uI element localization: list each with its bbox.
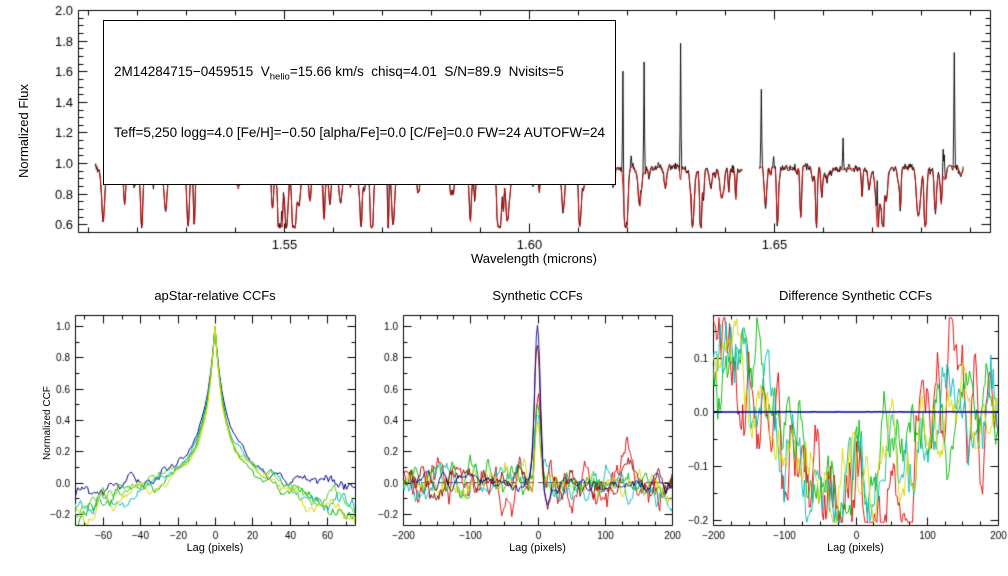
- ccf-synthetic-title: Synthetic CCFs: [492, 288, 583, 303]
- spectrum-info-line2: Teff=5,250 logg=4.0 [Fe/H]=−0.50 [alpha/…: [114, 124, 606, 140]
- ccf-apstar-title: apStar-relative CCFs: [154, 288, 276, 303]
- spectrum-y-axis-label: Normalized Flux: [16, 84, 31, 178]
- ccf-synthetic-x-label: Lag (pixels): [509, 542, 566, 554]
- spectrum-info-line1: 2M14284715−0459515 Vhelio=15.66 km/s chi…: [114, 62, 605, 84]
- ccf-difference-title: Difference Synthetic CCFs: [779, 288, 932, 303]
- ccf-y-axis-label: Normalized CCF: [42, 386, 53, 460]
- star-id-and-vhelio: 2M14284715−0459515 V: [114, 64, 270, 80]
- ccf-difference-x-label: Lag (pixels): [827, 542, 884, 554]
- vhelio-subscript: helio: [269, 72, 290, 83]
- spectrum-x-axis-label: Wavelength (microns): [471, 251, 597, 266]
- ccf-apstar-x-label: Lag (pixels): [186, 542, 244, 554]
- spectrum-info-box: 2M14284715−0459515 Vhelio=15.66 km/s chi…: [103, 20, 617, 186]
- fit-stats: =15.66 km/s chisq=4.01 S/N=89.9 Nvisits=…: [289, 64, 564, 80]
